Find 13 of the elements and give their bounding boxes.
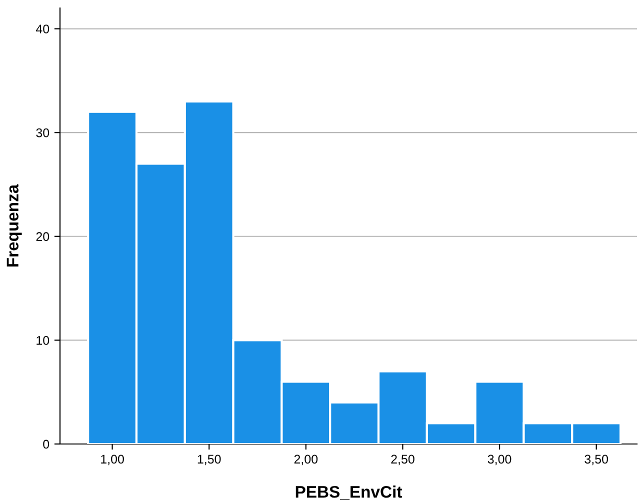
x-tick-label: 2,50	[391, 454, 414, 466]
x-tick-label: 2,00	[294, 454, 318, 466]
y-tick-label: 10	[36, 336, 50, 345]
x-tick-label: 1,50	[198, 454, 221, 466]
y-tick-label: 0	[43, 440, 50, 449]
y-axis-title: Frequenza	[6, 184, 22, 267]
y-tick-label: 40	[36, 24, 50, 34]
y-tick-label: 30	[36, 128, 50, 138]
x-tick-label: 3,00	[488, 454, 512, 466]
x-axis-title: PEBS_EnvCit	[296, 486, 402, 500]
y-tick-label: 20	[36, 232, 50, 242]
x-tick-label: 3,50	[584, 454, 608, 466]
x-tick-label: 1,00	[101, 454, 124, 466]
